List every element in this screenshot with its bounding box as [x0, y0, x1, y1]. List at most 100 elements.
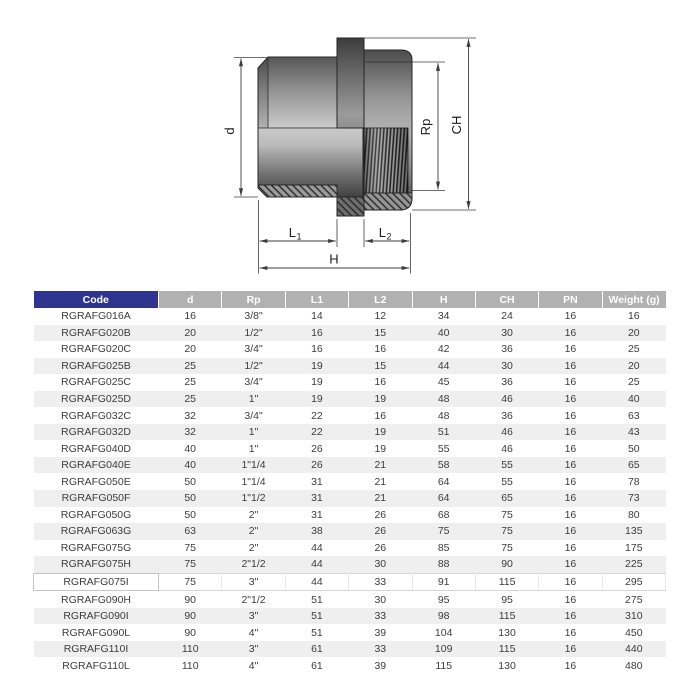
value-cell: 31	[285, 506, 349, 524]
value-cell: 38	[285, 523, 349, 540]
value-cell: 20	[158, 341, 222, 358]
value-cell: 26	[348, 523, 412, 540]
section-hatch-right	[363, 192, 413, 211]
table-row: RGRAFG040D 40 1" 26 19 55 46 16 50	[33, 440, 666, 457]
code-cell: RGRAFG110I	[33, 640, 159, 658]
value-cell: 14	[285, 308, 349, 325]
code-cell: RGRAFG020B	[33, 324, 159, 342]
value-cell: 50	[158, 490, 222, 507]
value-cell: 26	[348, 506, 412, 524]
spigot-upper-body	[257, 56, 338, 129]
table-body: RGRAFG016A 16 3/8" 14 12 34 24 16 16 RGRAFG020B 20…	[33, 308, 667, 675]
value-cell: 21	[348, 456, 412, 474]
dim-label-ch: CH	[449, 116, 464, 135]
value-cell: 20	[602, 357, 666, 375]
column-header: CH	[475, 291, 540, 308]
extension-lines	[234, 37, 476, 274]
hex-collar	[336, 37, 365, 129]
value-cell: 175	[602, 539, 666, 557]
dim-label-l1: L	[289, 225, 296, 240]
value-cell: 26	[348, 539, 412, 557]
value-cell: 16	[538, 440, 603, 457]
dim-label-d: d	[222, 127, 237, 134]
value-cell: 51	[285, 607, 349, 625]
value-cell: 19	[285, 374, 349, 391]
value-cell: 115	[475, 607, 539, 625]
value-cell: 36	[475, 374, 539, 391]
value-cell: 30	[475, 324, 539, 342]
value-cell: 20	[602, 324, 666, 342]
table-row: RGRAFG110I 110 3" 61 33 109 115 16 440	[33, 640, 666, 658]
value-cell: 44	[285, 556, 349, 574]
value-cell: 51	[285, 624, 349, 641]
value-cell: 110	[158, 640, 222, 658]
technical-drawing: d Rp CH L 1 L 2 H	[222, 37, 476, 274]
code-cell: RGRAFG090I	[33, 607, 159, 625]
value-cell: 65	[475, 490, 539, 507]
code-cell: RGRAFG025C	[33, 374, 159, 391]
value-cell: 1"1/4	[221, 456, 286, 474]
value-cell: 16	[602, 308, 666, 325]
column-header: Weight (g)	[602, 291, 666, 308]
value-cell: 61	[285, 657, 349, 675]
value-cell: 16	[538, 523, 603, 540]
value-cell: 25	[158, 357, 222, 375]
value-cell: 40	[158, 456, 222, 474]
value-cell: 16	[538, 640, 603, 658]
value-cell: 22	[285, 407, 349, 424]
column-header: L1	[285, 291, 350, 308]
column-header: PN	[538, 291, 603, 308]
value-cell: 30	[348, 590, 412, 608]
value-cell: 16	[538, 423, 603, 441]
value-cell: 25	[602, 341, 666, 358]
value-cell: 115	[412, 657, 476, 675]
code-cell: RGRAFG063G	[33, 523, 159, 540]
value-cell: 480	[602, 657, 666, 675]
value-cell: 55	[475, 456, 539, 474]
code-cell: RGRAFG032C	[33, 407, 159, 424]
value-cell: 16	[538, 324, 603, 342]
code-cell: RGRAFG110L	[33, 657, 159, 675]
value-cell: 30	[348, 556, 412, 574]
value-cell: 25	[158, 374, 222, 391]
value-cell: 25	[158, 390, 222, 408]
value-cell: 91	[412, 572, 476, 592]
value-cell: 33	[348, 572, 413, 592]
value-cell: 4"	[221, 624, 286, 641]
value-cell: 31	[285, 490, 349, 507]
value-cell: 275	[602, 590, 666, 608]
value-cell: 1"1/4	[221, 473, 286, 491]
value-cell: 3"	[221, 607, 286, 625]
value-cell: 1/2"	[221, 357, 286, 375]
value-cell: 130	[475, 624, 539, 641]
code-cell: RGRAFG090L	[33, 624, 159, 641]
value-cell: 45	[412, 374, 476, 391]
value-cell: 16	[538, 473, 603, 491]
value-cell: 46	[475, 390, 539, 408]
code-cell: RGRAFG090H	[33, 590, 159, 608]
value-cell: 16	[538, 572, 603, 592]
value-cell: 16	[538, 539, 603, 557]
value-cell: 40	[158, 440, 222, 457]
code-cell: RGRAFG020C	[33, 341, 159, 358]
value-cell: 15	[348, 324, 412, 342]
value-cell: 63	[602, 407, 666, 424]
value-cell: 135	[602, 523, 666, 540]
value-cell: 21	[348, 490, 412, 507]
value-cell: 63	[158, 523, 222, 540]
value-cell: 51	[412, 423, 476, 441]
value-cell: 2"	[221, 506, 286, 524]
value-cell: 2"	[221, 523, 286, 540]
value-cell: 44	[285, 539, 349, 557]
value-cell: 33	[348, 640, 412, 658]
value-cell: 20	[158, 324, 222, 342]
value-cell: 95	[475, 590, 539, 608]
table-row: RGRAFG040E 40 1"1/4 26 21 58 55 16 65	[33, 456, 666, 474]
value-cell: 44	[285, 572, 350, 592]
value-cell: 16	[348, 407, 412, 424]
value-cell: 31	[285, 473, 349, 491]
value-cell: 90	[158, 607, 222, 625]
value-cell: 16	[158, 308, 222, 325]
value-cell: 75	[158, 572, 223, 592]
value-cell: 21	[348, 473, 412, 491]
